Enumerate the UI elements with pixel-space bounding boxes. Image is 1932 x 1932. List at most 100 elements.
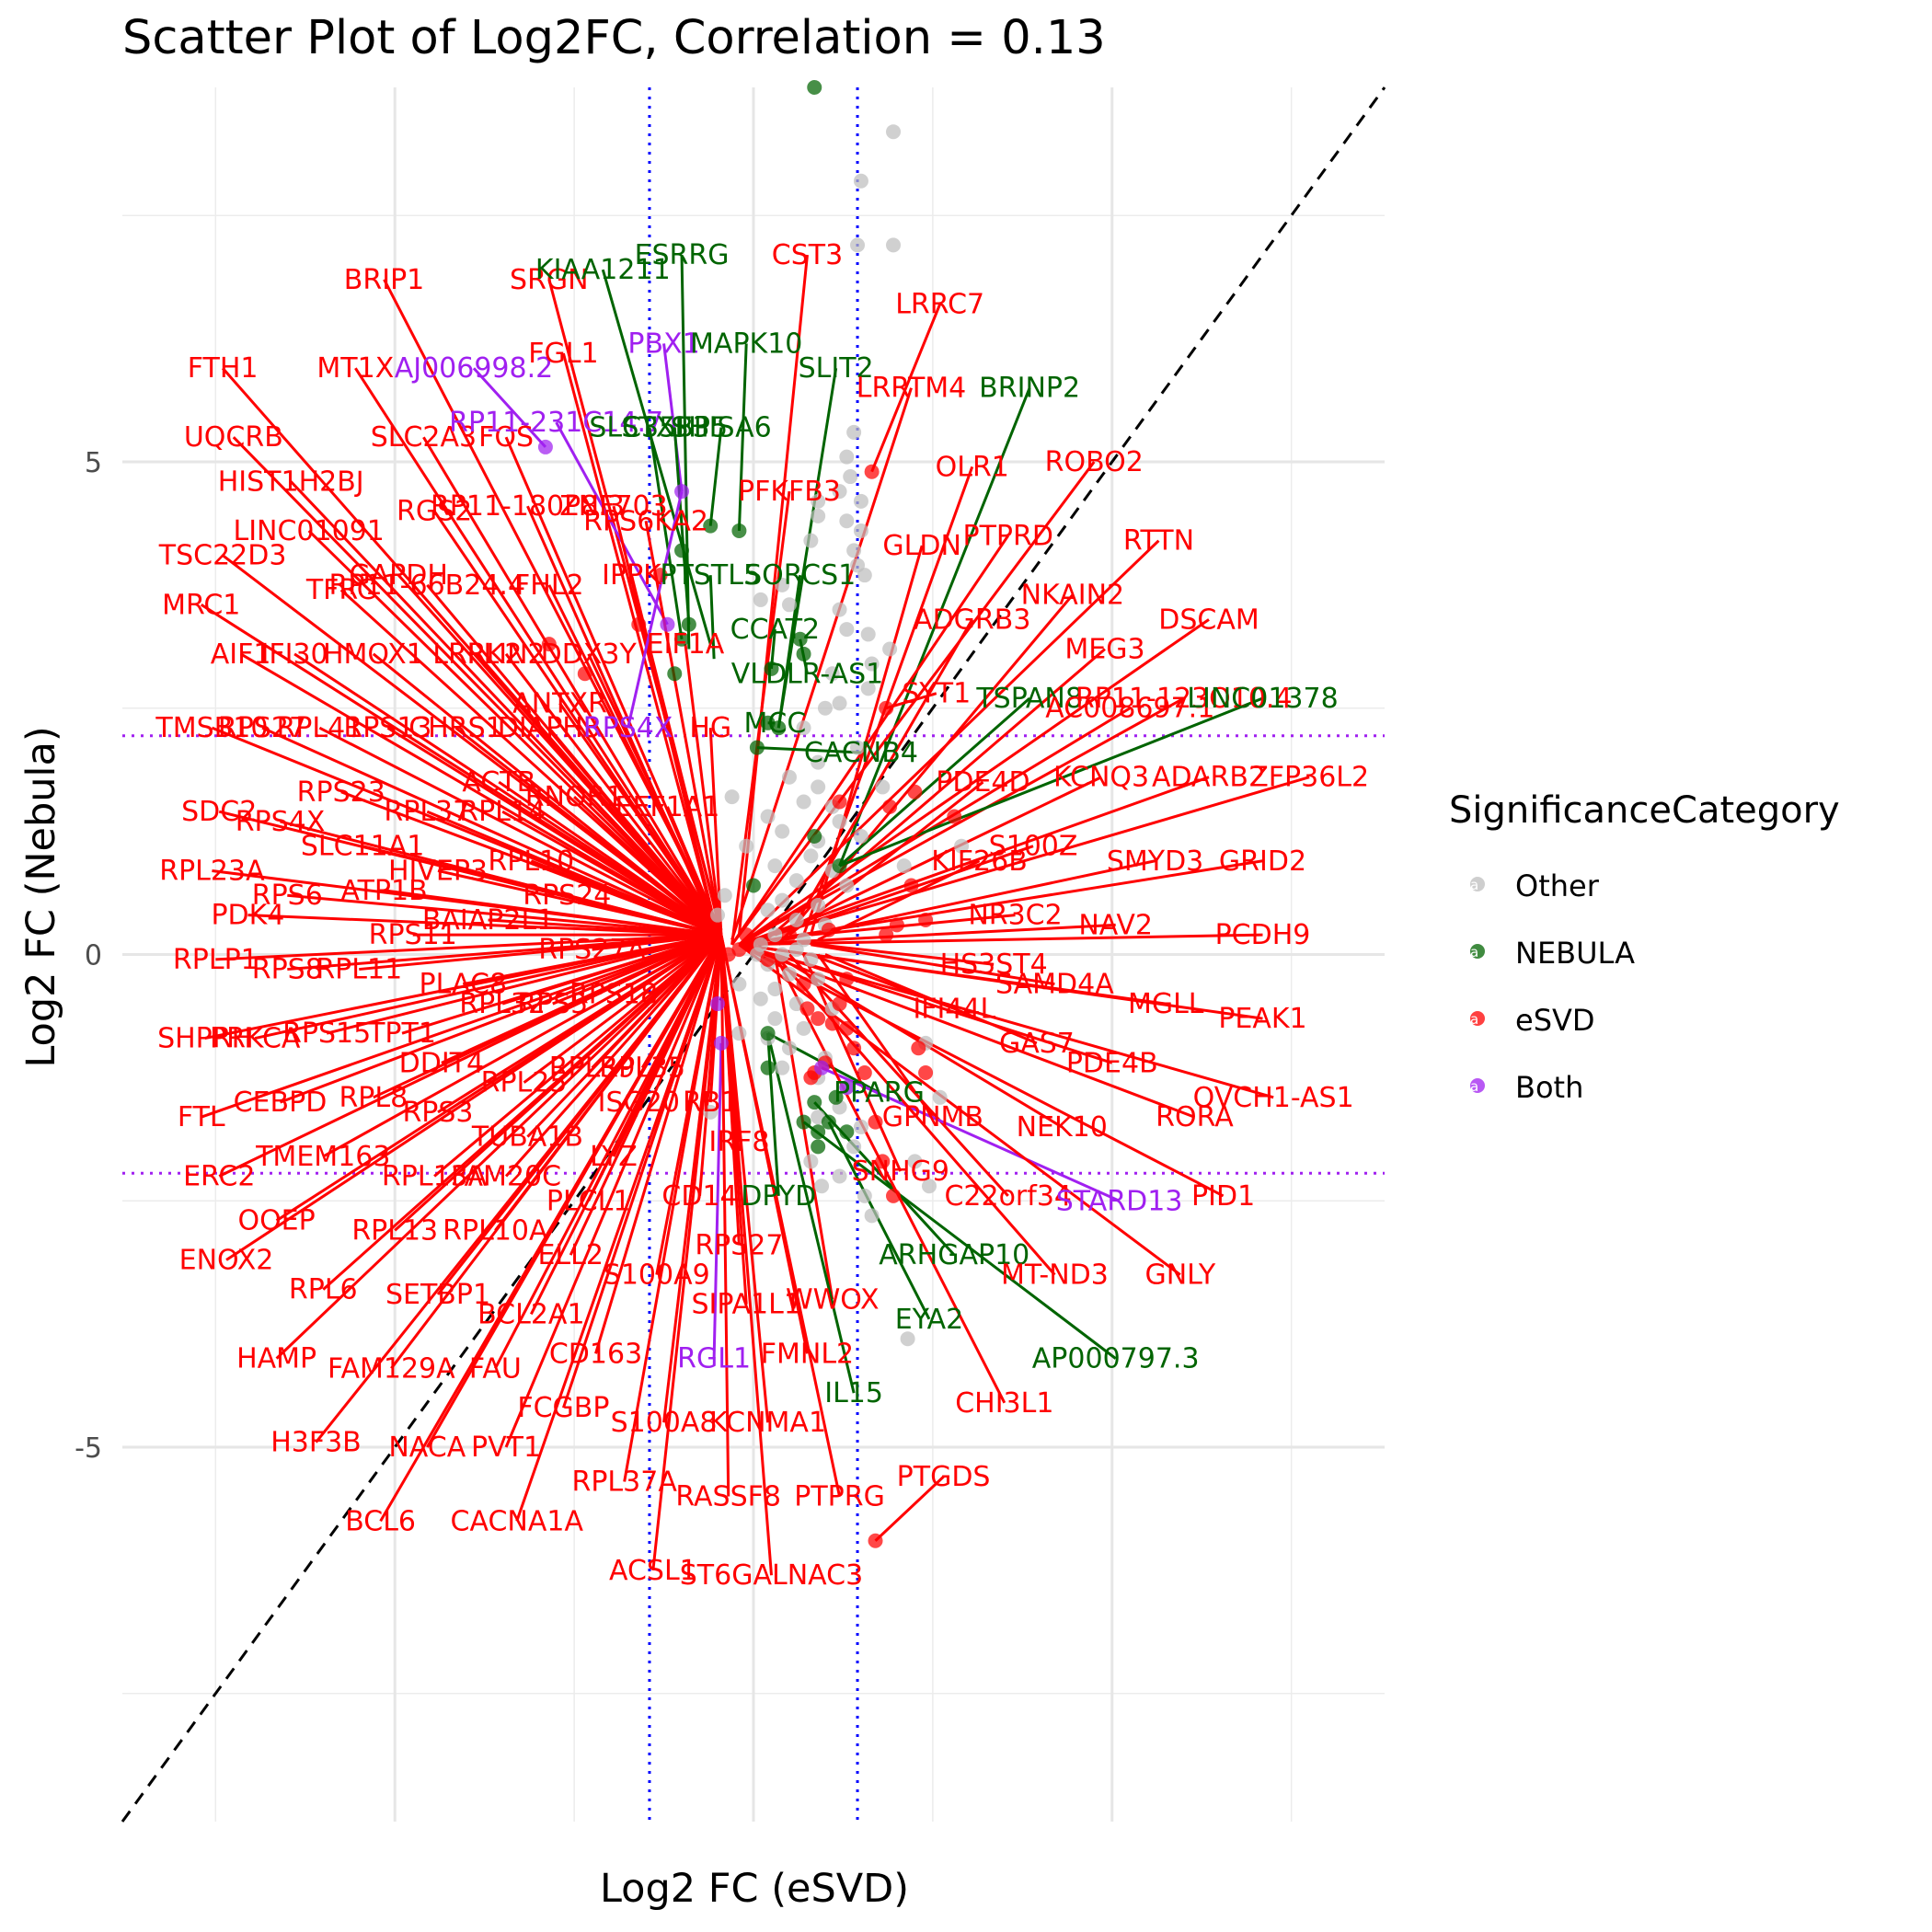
point-both — [660, 616, 675, 632]
leader-line — [504, 934, 723, 1178]
point-nebula — [796, 1114, 811, 1130]
gene-label: RPS4X — [583, 712, 673, 744]
gene-label: FTL — [178, 1101, 225, 1133]
gene-label: PID1 — [1191, 1180, 1255, 1213]
y-tick-label: 5 — [85, 447, 102, 479]
leader-line — [354, 367, 723, 936]
legend-label: Other — [1515, 868, 1599, 903]
point-esvd — [821, 922, 836, 937]
point-nebula — [807, 828, 822, 844]
leader-line — [204, 933, 722, 1041]
leader-line — [838, 696, 1031, 868]
gene-label: RB1 — [683, 1087, 739, 1119]
gene-label: RPL35 — [599, 1052, 685, 1085]
gene-label: HIVEP3 — [388, 855, 488, 887]
point-other — [753, 592, 768, 607]
point-esvd — [868, 1114, 883, 1130]
gene-label: RPL39 — [549, 1052, 636, 1085]
point-other — [850, 740, 866, 755]
point-other — [803, 1154, 819, 1169]
gene-label: FGL1 — [528, 338, 598, 370]
gene-label: IL15 — [824, 1377, 883, 1409]
gene-label: RPL10 — [488, 845, 574, 878]
point-other — [850, 237, 866, 253]
gene-label: UQCRB — [184, 421, 283, 454]
point-esvd — [839, 1020, 855, 1036]
leader-line — [386, 726, 722, 937]
point-other — [853, 173, 868, 189]
leader-line — [290, 480, 723, 937]
point-other — [832, 1168, 847, 1184]
leader-line — [817, 943, 995, 966]
point-other — [839, 513, 855, 529]
point-esvd — [799, 1001, 815, 1017]
leader-line — [738, 618, 1210, 947]
gene-label: CST3 — [772, 239, 843, 271]
leader-line — [318, 726, 722, 937]
gene-label: HS3ST4 — [940, 949, 1048, 981]
gene-label: RPS11 — [369, 919, 457, 951]
gene-label: ACSL1 — [609, 1555, 697, 1587]
gene-label: RPS6 — [252, 880, 323, 912]
point-other — [860, 681, 876, 696]
gene-label: CCAT2 — [730, 614, 821, 646]
gene-label: LRRTM4 — [857, 373, 967, 405]
gene-label: FHL2 — [514, 569, 584, 602]
gene-label: RPS4X — [236, 806, 326, 838]
gene-label: DPYD — [741, 1180, 816, 1213]
leader-line — [569, 934, 723, 1256]
leader-line — [547, 727, 723, 937]
point-esvd — [824, 1016, 840, 1031]
gene-label: FAM129A — [328, 1352, 455, 1385]
point-other — [781, 597, 797, 613]
leader-line — [501, 810, 722, 937]
data-points — [537, 80, 970, 1548]
gene-label: STXBP5 — [621, 412, 728, 444]
point-other — [767, 1011, 783, 1027]
leader-line — [623, 934, 723, 1482]
leader-line — [738, 776, 1310, 947]
leader-line — [774, 845, 1034, 937]
legend-swatch — [1470, 1010, 1485, 1026]
gene-label: RPL25 — [481, 1067, 568, 1099]
point-esvd — [631, 616, 647, 632]
leader-line — [307, 529, 722, 937]
gene-label: H3F3B — [270, 1427, 362, 1459]
leader-line — [225, 933, 722, 1261]
legend-swatch — [1470, 876, 1485, 891]
chart-title: Scatter Plot of Log2FC, Correlation = 0.… — [122, 11, 1106, 65]
gene-label: CD163 — [549, 1338, 642, 1370]
point-esvd — [903, 878, 919, 893]
gene-label: PLAC8 — [420, 969, 508, 1001]
leader-line — [504, 934, 723, 1448]
point-other — [760, 903, 776, 918]
gene-label: TMSB10 — [155, 712, 268, 744]
leader-line — [215, 933, 721, 961]
point-other — [853, 523, 868, 538]
gene-label: SLC11A1 — [301, 831, 425, 863]
leader-line — [813, 1101, 956, 1257]
point-other — [775, 892, 790, 908]
point-esvd — [652, 568, 668, 583]
leader-line — [433, 933, 722, 1178]
leader-line — [573, 796, 722, 937]
axis-ticks: -5 0 5 -5 0 5 — [75, 447, 1121, 1840]
point-other — [882, 641, 898, 657]
gene-label: LINC01378 — [1187, 683, 1338, 715]
point-other — [767, 927, 783, 943]
gene-label: RASSF8 — [675, 1481, 781, 1513]
legend-item-esvd: a eSVD — [1470, 1002, 1595, 1038]
gene-label: SYT1 — [902, 678, 971, 710]
threshold-lines — [122, 87, 1385, 1822]
gene-label: PTSTL5 — [660, 559, 761, 592]
leader-line — [756, 746, 862, 754]
point-other — [839, 449, 855, 465]
gene-label: VLDLR-AS1 — [731, 658, 884, 690]
gene-label: RPL13 — [351, 1214, 438, 1247]
point-both — [537, 439, 553, 454]
point-other — [853, 1119, 868, 1134]
gene-label: RPS13 — [343, 712, 431, 744]
gene-label: AP000797.3 — [1032, 1343, 1200, 1375]
point-other — [781, 769, 797, 785]
gene-label: RORA — [1156, 1101, 1234, 1133]
